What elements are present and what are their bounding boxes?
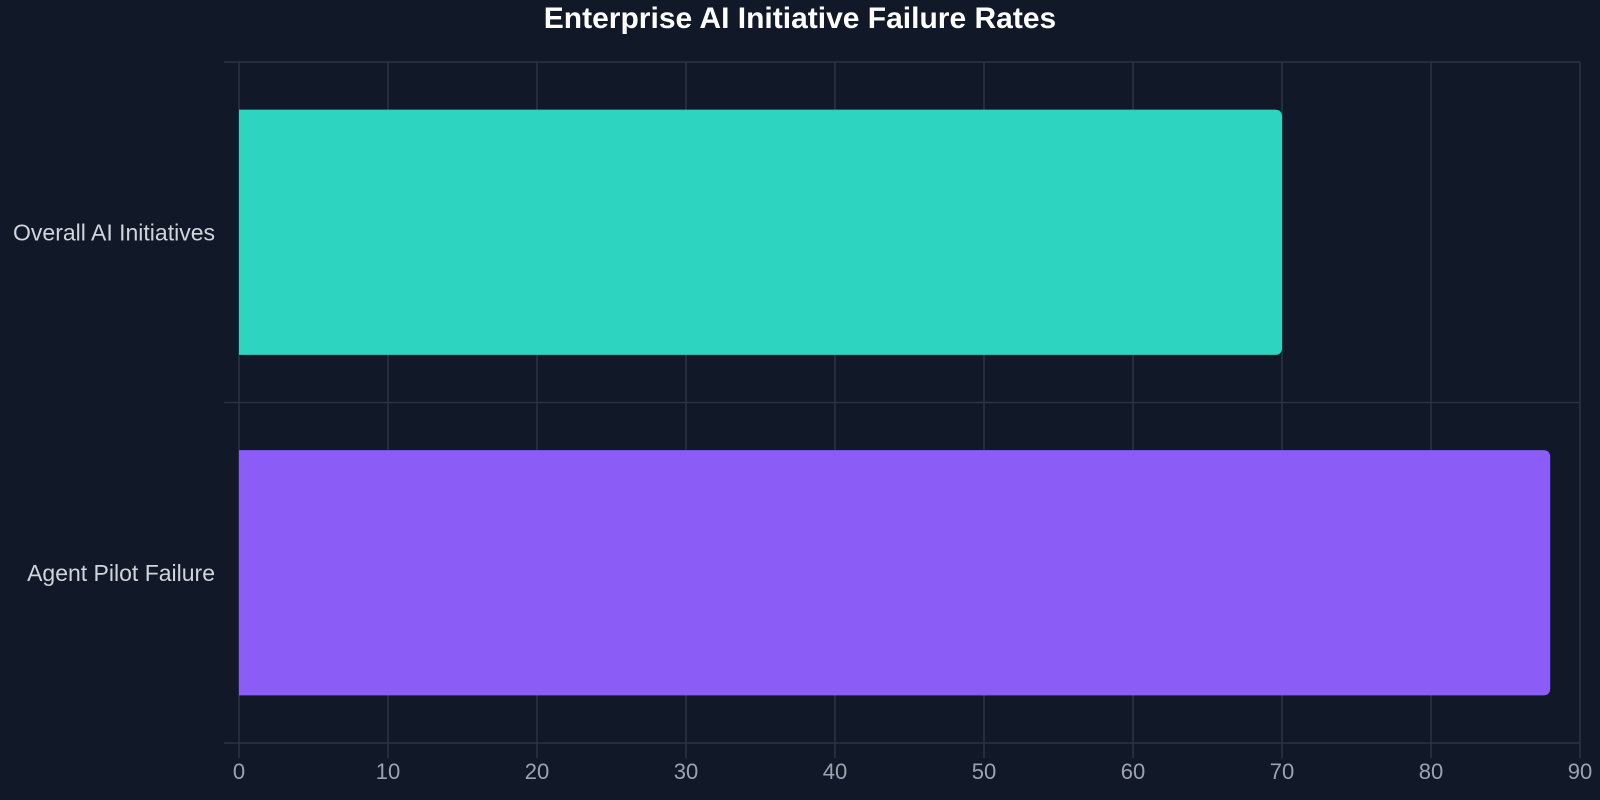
x-tick-label: 0	[233, 759, 245, 784]
bar	[239, 109, 1282, 355]
bar	[239, 450, 1551, 696]
x-tick-label: 50	[972, 759, 996, 784]
y-axis-categories: Overall AI Initiatives Agent Pilot Failur…	[13, 219, 215, 586]
bars	[239, 109, 1551, 696]
chart-title: Enterprise AI Initiative Failure Rates	[543, 2, 1057, 35]
x-tick-label: 10	[376, 759, 400, 784]
x-tick-label: 60	[1121, 759, 1145, 784]
x-axis-ticks: 0 10 20 30 40 50 60 70 80 90	[233, 759, 1592, 784]
x-tick-label: 70	[1270, 759, 1294, 784]
x-tick-label: 40	[823, 759, 847, 784]
category-label: Overall AI Initiatives	[13, 219, 215, 245]
x-tick-label: 80	[1419, 759, 1443, 784]
x-tick-label: 20	[525, 759, 549, 784]
category-label: Agent Pilot Failure	[27, 560, 215, 586]
x-tick-label: 30	[674, 759, 698, 784]
x-tick-label: 90	[1568, 759, 1592, 784]
